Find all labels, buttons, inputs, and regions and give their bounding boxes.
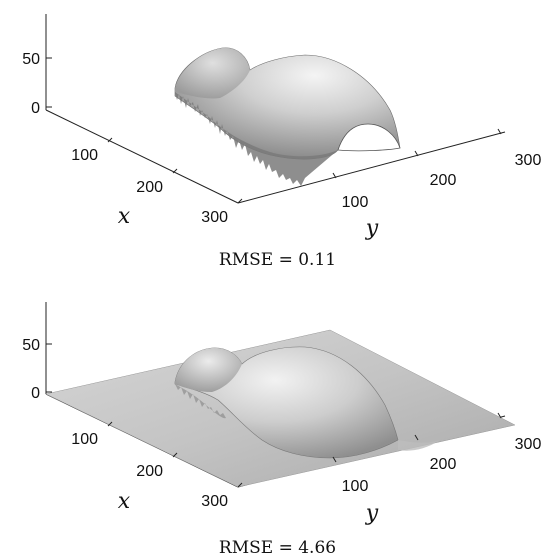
- x-axis-line: [45, 109, 239, 204]
- y-tick-top-100: 100: [342, 194, 369, 211]
- surface-bottom: [174, 346, 440, 459]
- y-axis-label-bottom: y: [365, 501, 379, 526]
- y-axis-line: [237, 131, 506, 204]
- y-tick-bottom-100: 100: [342, 478, 369, 495]
- surface-plot-top: 50 0 100 200 300 100 200 300 x y RMSE = …: [22, 14, 542, 270]
- surface-bump-small-top: [175, 47, 250, 99]
- y-tick-top-300: 300: [515, 152, 542, 169]
- y-tick-bottom-200: 200: [430, 456, 457, 473]
- y-tick-bottom-300: 300: [515, 436, 542, 453]
- surface-shadow-bottom: [398, 440, 440, 451]
- surface-bump-small-bottom: [175, 347, 242, 392]
- rmse-caption-top: RMSE = 0.11: [218, 250, 337, 270]
- z-tick-top-0: 0: [31, 100, 40, 117]
- x-tick-bottom-300: 300: [201, 493, 228, 510]
- surface-fringe-bottom: [175, 384, 226, 419]
- tick-marks-bottom: [46, 343, 502, 488]
- surface-plot-bottom-svg: 50 0 100 200 300 100 200 300 x y: [22, 302, 542, 526]
- x-tick-top-200: 200: [136, 179, 163, 196]
- surface-fringe-top: [175, 92, 338, 186]
- tick-marks-top: [46, 57, 502, 204]
- x-tick-top-300: 300: [201, 209, 228, 226]
- surface-top: [174, 47, 401, 186]
- rmse-caption-bottom: RMSE = 4.66: [218, 538, 337, 558]
- z-tick-bottom-0: 0: [31, 385, 40, 402]
- axes-lines-top: [45, 14, 506, 204]
- surface-plot-bottom: 50 0 100 200 300 100 200 300 x y RMSE = …: [0, 280, 555, 560]
- y-tick-top-200: 200: [430, 172, 457, 189]
- x-tick-bottom-100: 100: [71, 431, 98, 448]
- x-tick-top-100: 100: [71, 147, 98, 164]
- x-tick-bottom-200: 200: [136, 463, 163, 480]
- y-axis-label-top: y: [365, 216, 379, 241]
- x-axis-label-bottom: x: [118, 489, 131, 514]
- z-tick-top-50: 50: [22, 51, 40, 68]
- surface-plot-top-svg: 50 0 100 200 300 100 200 300 x y: [22, 14, 542, 241]
- x-axis-label-top: x: [118, 204, 131, 229]
- z-tick-bottom-50: 50: [22, 337, 40, 354]
- surface-cut-top: [337, 123, 401, 152]
